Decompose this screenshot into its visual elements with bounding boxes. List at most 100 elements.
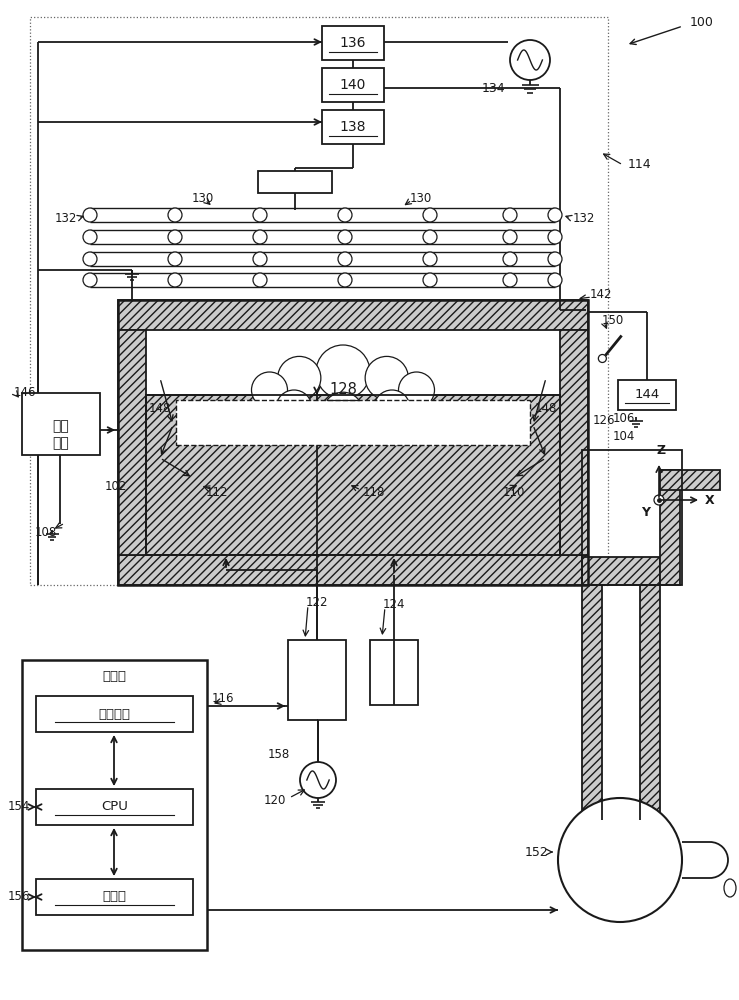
Bar	[582, 557, 660, 585]
Circle shape	[503, 252, 517, 266]
Bar	[618, 380, 676, 410]
Circle shape	[374, 390, 410, 426]
Circle shape	[548, 230, 562, 244]
Circle shape	[365, 356, 409, 400]
Text: 140: 140	[340, 78, 367, 92]
Circle shape	[253, 230, 267, 244]
Bar	[36, 789, 193, 825]
Text: 102: 102	[105, 481, 127, 493]
Text: 100: 100	[690, 15, 714, 28]
Bar	[176, 400, 530, 445]
Bar	[118, 300, 588, 585]
Text: 134: 134	[481, 82, 505, 95]
Circle shape	[253, 208, 267, 222]
Text: Y: Y	[641, 506, 650, 518]
Circle shape	[83, 252, 97, 266]
Bar	[146, 395, 560, 555]
Bar	[258, 171, 332, 193]
Text: 110: 110	[503, 487, 525, 499]
Circle shape	[168, 273, 182, 287]
Text: 144: 144	[634, 388, 660, 401]
Bar	[30, 17, 608, 585]
Text: 156: 156	[8, 890, 30, 904]
Text: 支持电路: 支持电路	[98, 708, 131, 720]
Circle shape	[548, 252, 562, 266]
Circle shape	[599, 354, 607, 362]
Text: 118: 118	[363, 487, 385, 499]
Text: 158: 158	[268, 748, 290, 762]
Bar	[36, 879, 193, 915]
Text: 122: 122	[306, 595, 328, 608]
Circle shape	[316, 345, 370, 399]
Bar	[146, 395, 560, 555]
Text: 150: 150	[602, 314, 624, 326]
Text: 124: 124	[383, 598, 405, 611]
Circle shape	[338, 230, 352, 244]
Circle shape	[398, 372, 435, 408]
Text: 142: 142	[590, 288, 613, 302]
Bar	[118, 555, 588, 585]
Text: 面板: 面板	[52, 436, 69, 450]
Bar	[322, 110, 384, 144]
Circle shape	[83, 273, 97, 287]
Bar	[288, 640, 346, 720]
Circle shape	[83, 230, 97, 244]
Bar	[370, 640, 418, 705]
Circle shape	[276, 390, 312, 426]
Text: 112: 112	[206, 487, 228, 499]
Circle shape	[503, 230, 517, 244]
Text: 104: 104	[613, 430, 636, 442]
Text: 116: 116	[212, 692, 234, 704]
Text: 148: 148	[535, 401, 557, 414]
Bar	[118, 330, 146, 555]
Text: 控制器: 控制器	[103, 670, 126, 682]
Text: 130: 130	[192, 192, 214, 205]
Bar	[582, 450, 682, 585]
Circle shape	[168, 208, 182, 222]
Text: 存储器: 存储器	[103, 890, 126, 904]
Text: 126: 126	[593, 414, 616, 426]
Bar	[660, 470, 680, 585]
Bar	[22, 660, 207, 950]
Circle shape	[278, 356, 321, 400]
Text: X: X	[705, 493, 715, 506]
Circle shape	[423, 230, 437, 244]
Text: 128: 128	[329, 382, 357, 397]
Circle shape	[558, 798, 682, 922]
Bar	[22, 393, 100, 455]
Text: 136: 136	[340, 36, 367, 50]
Circle shape	[338, 273, 352, 287]
Text: 138: 138	[340, 120, 367, 134]
Bar	[660, 470, 720, 490]
Bar	[118, 300, 588, 330]
Circle shape	[503, 273, 517, 287]
Circle shape	[338, 252, 352, 266]
Text: 154: 154	[8, 800, 30, 814]
Bar	[640, 585, 660, 820]
Text: 114: 114	[628, 158, 652, 172]
Text: 气体: 气体	[52, 419, 69, 433]
Ellipse shape	[724, 879, 736, 897]
Bar	[36, 696, 193, 732]
Circle shape	[83, 208, 97, 222]
Text: 132: 132	[55, 212, 77, 225]
Text: 108: 108	[35, 526, 57, 538]
Text: CPU: CPU	[101, 800, 128, 814]
Circle shape	[503, 208, 517, 222]
Circle shape	[168, 252, 182, 266]
Text: Z: Z	[656, 444, 666, 457]
Text: 106: 106	[613, 412, 636, 424]
Text: 152: 152	[524, 846, 548, 858]
Bar	[322, 26, 384, 60]
Circle shape	[423, 252, 437, 266]
Circle shape	[423, 208, 437, 222]
Text: 130: 130	[410, 192, 432, 205]
Circle shape	[548, 208, 562, 222]
Circle shape	[253, 273, 267, 287]
Circle shape	[323, 392, 363, 432]
Circle shape	[423, 273, 437, 287]
Circle shape	[548, 273, 562, 287]
Text: 148: 148	[149, 401, 171, 414]
Text: 132: 132	[573, 212, 596, 225]
Bar	[560, 330, 588, 555]
